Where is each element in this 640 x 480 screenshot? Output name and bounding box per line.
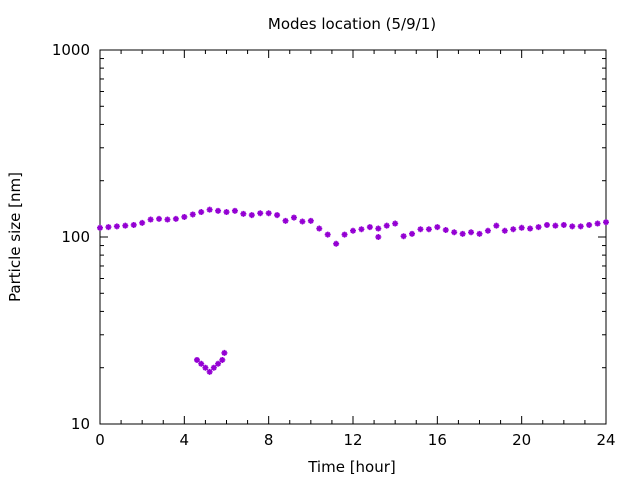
data-point <box>400 233 407 240</box>
data-point <box>219 356 226 363</box>
data-point <box>210 364 217 371</box>
data-point <box>265 210 272 217</box>
y-tick-label: 10 <box>71 415 90 433</box>
data-point <box>221 349 228 356</box>
data-point <box>257 210 264 217</box>
data-point <box>442 227 449 234</box>
data-point <box>417 226 424 233</box>
x-axis-label: Time [hour] <box>307 458 396 476</box>
data-point <box>164 216 171 223</box>
data-point <box>198 209 205 216</box>
data-point <box>510 226 517 233</box>
data-point <box>341 231 348 238</box>
data-point <box>122 222 129 229</box>
data-point <box>290 214 297 221</box>
data-point <box>434 224 441 231</box>
data-point <box>215 360 222 367</box>
data-point <box>333 240 340 247</box>
y-tick-label: 1000 <box>52 41 90 59</box>
data-point <box>493 222 500 229</box>
data-point <box>468 229 475 236</box>
data-point <box>202 364 209 371</box>
data-point <box>552 222 559 229</box>
data-point <box>274 212 281 219</box>
data-point <box>586 221 593 228</box>
data-point <box>299 218 306 225</box>
data-point <box>105 224 112 231</box>
axis-ticks: 0 4 8 12 16 20 24 10 100 1000 <box>52 41 616 449</box>
data-point <box>358 226 365 233</box>
data-point <box>147 216 154 223</box>
data-point <box>307 217 314 224</box>
data-point <box>350 227 356 234</box>
data-point <box>560 221 567 228</box>
data-point <box>501 227 508 234</box>
plot-frame <box>99 49 607 425</box>
data-point <box>518 224 525 231</box>
x-tick-label: 8 <box>264 431 274 449</box>
data-point <box>113 223 120 230</box>
x-tick-label: 24 <box>596 431 615 449</box>
data-point <box>476 230 483 237</box>
data-point <box>535 224 542 231</box>
data-point <box>231 207 238 214</box>
data-point <box>215 207 222 214</box>
x-tick-label: 0 <box>95 431 105 449</box>
data-point <box>527 225 534 232</box>
data-point <box>366 224 373 231</box>
y-axis-label: Particle size [nm] <box>6 172 24 302</box>
data-point <box>172 215 179 222</box>
data-point <box>451 229 458 236</box>
data-point <box>156 215 163 222</box>
data-point <box>484 227 491 234</box>
data-point <box>240 210 247 217</box>
data-point <box>459 230 466 237</box>
data-point <box>543 221 550 228</box>
data-point <box>324 231 331 238</box>
data-point <box>248 212 255 219</box>
data-point <box>425 226 432 233</box>
data-point <box>569 223 576 230</box>
data-point <box>189 211 196 218</box>
data-point <box>316 225 323 232</box>
data-point <box>594 220 601 227</box>
y-tick-label: 100 <box>61 228 90 246</box>
data-point <box>198 360 205 367</box>
data-point <box>375 225 382 232</box>
data-point <box>603 219 609 226</box>
data-point <box>206 206 213 213</box>
x-tick-label: 4 <box>180 431 190 449</box>
data-point <box>139 219 146 226</box>
data-point <box>392 220 399 227</box>
chart-title: Modes location (5/9/1) <box>268 15 436 33</box>
data-point <box>383 222 390 229</box>
data-points <box>97 206 609 375</box>
data-point <box>97 224 103 231</box>
data-point <box>282 217 289 224</box>
data-point <box>193 356 200 363</box>
data-point <box>223 209 230 216</box>
data-point <box>375 234 382 240</box>
data-point <box>577 223 584 230</box>
data-point <box>409 230 416 237</box>
x-tick-label: 16 <box>428 431 447 449</box>
x-tick-label: 20 <box>512 431 531 449</box>
data-point <box>206 368 213 375</box>
data-point <box>130 221 137 228</box>
x-tick-label: 12 <box>343 431 362 449</box>
data-point <box>181 213 188 220</box>
